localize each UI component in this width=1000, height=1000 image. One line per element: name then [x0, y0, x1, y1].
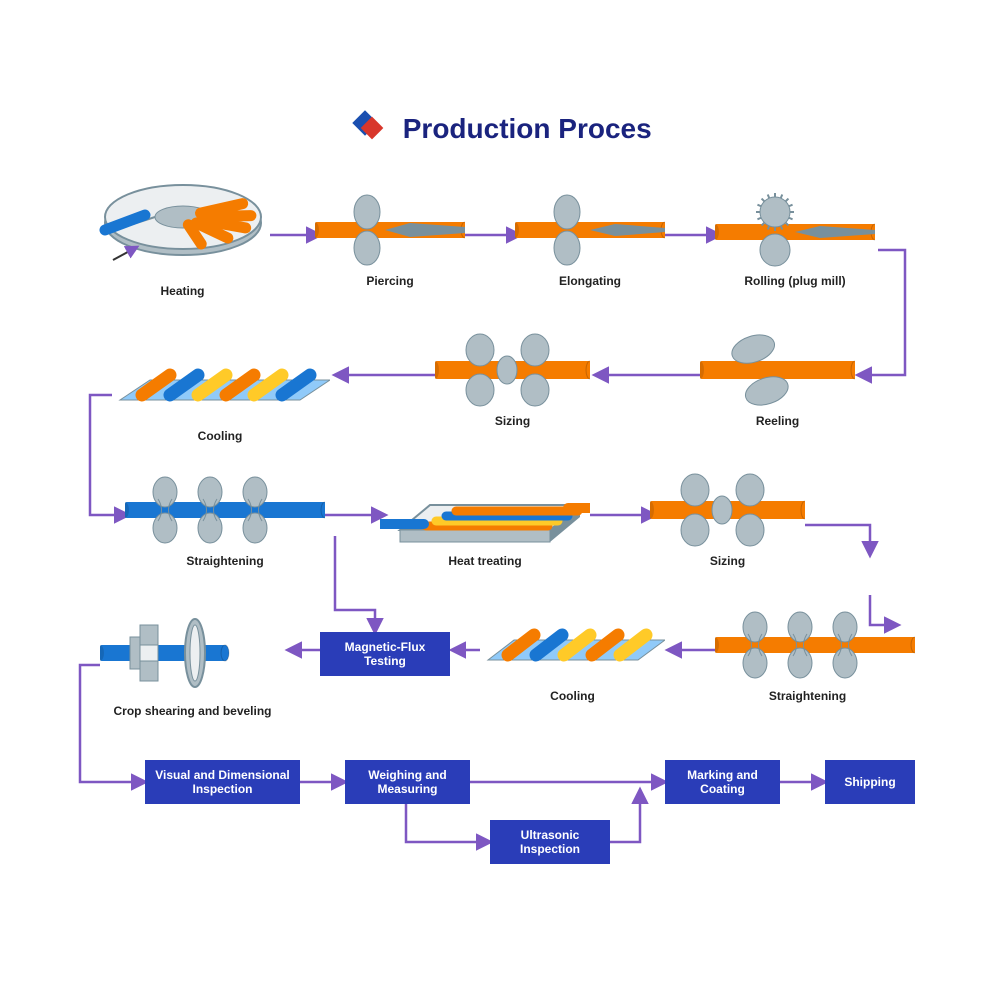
step-label: Reeling [700, 414, 855, 428]
step-straight1: Straightening [125, 470, 325, 568]
step-label: Straightening [125, 554, 325, 568]
title-text: Production Proces [403, 113, 652, 145]
box-marking: Marking and Coating [665, 760, 780, 804]
box-magflux: Magnetic-Flux Testing [320, 632, 450, 676]
step-piercing: Piercing [315, 190, 465, 288]
step-rolling: Rolling (plug mill) [715, 190, 875, 288]
step-label: Elongating [515, 274, 665, 288]
step-cropshear: Crop shearing and beveling [100, 605, 285, 718]
box-weighing: Weighing and Measuring [345, 760, 470, 804]
box-visual: Visual and Dimensional Inspection [145, 760, 300, 804]
step-label: Piercing [315, 274, 465, 288]
step-label: Heat treating [380, 554, 590, 568]
step-label: Straightening [715, 689, 900, 703]
step-label: Cooling [110, 429, 330, 443]
step-heating: Heating [95, 175, 270, 298]
step-straight2: Straightening [715, 605, 900, 703]
step-label: Sizing [650, 554, 805, 568]
box-ultrasonic: Ultrasonic Inspection [490, 820, 610, 864]
step-label: Heating [95, 284, 270, 298]
step-cooling1: Cooling [110, 345, 330, 443]
step-sizing2: Sizing [650, 470, 805, 568]
step-elongating: Elongating [515, 190, 665, 288]
logo-icon [348, 110, 388, 147]
box-shipping: Shipping [825, 760, 915, 804]
step-label: Sizing [435, 414, 590, 428]
step-sizing1: Sizing [435, 330, 590, 428]
step-cooling2: Cooling [480, 605, 665, 703]
step-label: Cooling [480, 689, 665, 703]
step-heattreat: Heat treating [380, 470, 590, 568]
step-label: Crop shearing and beveling [100, 704, 285, 718]
step-reeling: Reeling [700, 330, 855, 428]
step-label: Rolling (plug mill) [715, 274, 875, 288]
diagram-title: Production Proces [0, 110, 1000, 147]
